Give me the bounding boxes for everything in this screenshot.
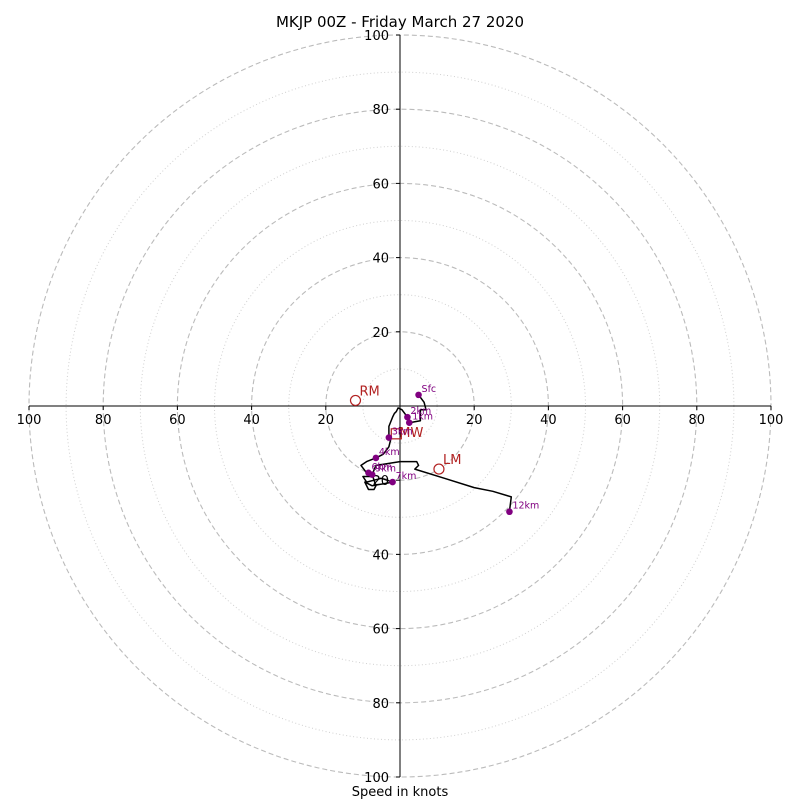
y-tick-label-bottom-100: 100 <box>364 771 389 786</box>
height-marker-12km <box>506 508 513 516</box>
y-tick-label-bottom-40: 40 <box>372 548 389 563</box>
x-tick-label-left-80: 80 <box>95 413 112 428</box>
height-marker-sfc <box>415 391 422 399</box>
height-label-6km: 6km <box>371 462 392 473</box>
height-marker-2km <box>404 413 411 421</box>
height-label-1km: 1km <box>412 412 433 423</box>
x-tick-label-right-40: 40 <box>540 413 557 428</box>
axes-layer <box>29 35 771 777</box>
x-tick-label-right-80: 80 <box>689 413 706 428</box>
x-tick-label-right-100: 100 <box>759 413 784 428</box>
storm-motion-lm-label: LM <box>443 453 461 468</box>
x-tick-label-left-40: 40 <box>243 413 260 428</box>
height-marker-7km <box>389 478 396 486</box>
height-label-12km: 12km <box>512 501 539 512</box>
height-marker-3km <box>385 434 393 441</box>
height-marker-4km <box>372 454 380 462</box>
x-axis-label: Speed in knots <box>352 785 449 800</box>
x-tick-label-left-60: 60 <box>169 413 186 428</box>
storm-motion-mw-marker <box>390 428 402 440</box>
height-label-9km: 9km <box>375 464 396 475</box>
x-tick-label-left-20: 20 <box>318 413 335 428</box>
storm-motion-mw-label: MW <box>399 426 423 441</box>
y-tick-label-bottom-60: 60 <box>372 623 389 638</box>
x-tick-label-right-60: 60 <box>614 413 631 428</box>
height-marker-1km <box>405 419 413 426</box>
height-label-7km: 7km <box>396 471 417 482</box>
storm-motion-layer: RM LM MW <box>349 384 461 475</box>
storm-motion-rm-marker <box>349 394 362 407</box>
x-tick-label-left-100: 100 <box>17 413 42 428</box>
height-label-2km: 2km <box>410 406 431 417</box>
y-tick-label-top-80: 80 <box>372 103 389 118</box>
height-label-3km: 3km <box>392 427 413 438</box>
y-tick-label-top-40: 40 <box>372 252 389 267</box>
storm-motion-lm-marker <box>433 463 445 475</box>
height-label-sfc: Sfc <box>422 384 437 395</box>
y-tick-label-top-100: 100 <box>364 29 389 44</box>
y-tick-label-bottom-80: 80 <box>372 697 389 712</box>
storm-motion-rm-label: RM <box>359 384 379 399</box>
tick-labels-layer: 2020202040404040606060608080808010010010… <box>17 29 784 786</box>
height-label-4km: 4km <box>379 447 400 458</box>
y-tick-label-top-60: 60 <box>372 177 389 192</box>
x-tick-label-right-20: 20 <box>466 413 483 428</box>
y-tick-label-top-20: 20 <box>372 326 389 341</box>
height-marker-9km <box>368 471 376 478</box>
chart-title: MKJP 00Z - Friday March 27 2020 <box>276 13 524 31</box>
